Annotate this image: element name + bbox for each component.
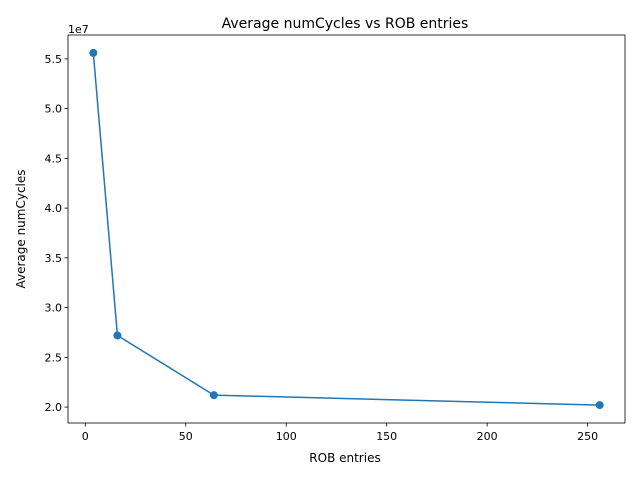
y-tick-label: 2.0 bbox=[45, 401, 63, 414]
y-tick-label: 5.5 bbox=[45, 53, 63, 66]
y-tick-label: 5.0 bbox=[45, 103, 63, 116]
y-tick-label: 4.0 bbox=[45, 202, 63, 215]
y-axis: 2.0 2.5 3.0 3.5 4.0 4.5 5.0 5.5 bbox=[45, 53, 68, 414]
data-point bbox=[595, 401, 604, 410]
x-tick-label: 100 bbox=[276, 430, 297, 443]
chart-title: Average numCycles vs ROB entries bbox=[222, 16, 469, 32]
y-offset-label: 1e7 bbox=[68, 23, 89, 36]
y-tick-label: 4.5 bbox=[45, 152, 63, 165]
x-tick-label: 150 bbox=[376, 430, 397, 443]
y-tick-label: 3.5 bbox=[45, 252, 63, 265]
data-point bbox=[209, 391, 218, 400]
y-tick-label: 2.5 bbox=[45, 351, 63, 364]
x-axis-label: ROB entries bbox=[309, 451, 380, 465]
x-tick-label: 0 bbox=[82, 430, 89, 443]
series-group bbox=[89, 48, 604, 410]
data-point bbox=[113, 331, 122, 340]
y-axis-label: Average numCycles bbox=[14, 169, 28, 288]
x-axis: 0 50 100 150 200 250 bbox=[82, 423, 598, 443]
x-tick-label: 200 bbox=[477, 430, 498, 443]
x-tick-label: 50 bbox=[179, 430, 193, 443]
data-point bbox=[89, 48, 98, 57]
y-tick-label: 3.0 bbox=[45, 302, 63, 315]
x-tick-label: 250 bbox=[577, 430, 598, 443]
series-line bbox=[92, 52, 600, 406]
plot-area bbox=[67, 34, 626, 424]
